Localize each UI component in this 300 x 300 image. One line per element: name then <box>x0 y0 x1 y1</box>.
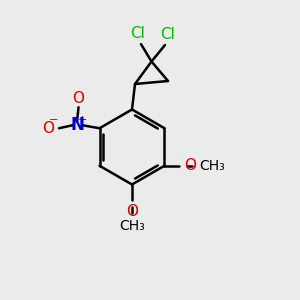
Text: N: N <box>70 116 84 134</box>
Text: CH₃: CH₃ <box>119 219 145 233</box>
Text: CH₃: CH₃ <box>200 159 225 173</box>
Text: −: − <box>49 115 58 125</box>
Text: Cl: Cl <box>130 26 146 41</box>
Text: O: O <box>184 158 196 173</box>
Text: O: O <box>43 121 55 136</box>
Text: O: O <box>126 204 138 219</box>
Text: O: O <box>73 91 85 106</box>
Text: +: + <box>78 115 87 125</box>
Text: Cl: Cl <box>160 27 175 42</box>
